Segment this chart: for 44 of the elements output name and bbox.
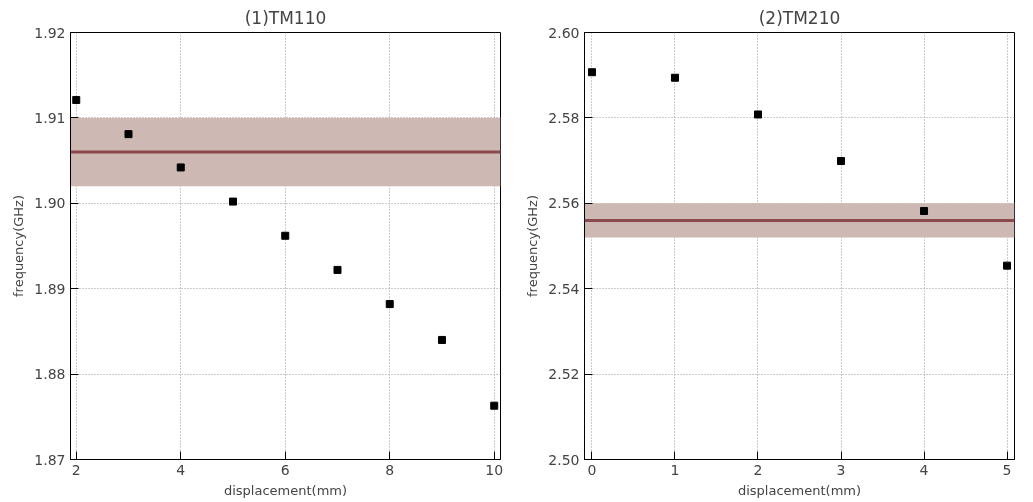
chart-title: (2)TM210	[758, 7, 841, 28]
point	[920, 206, 929, 215]
point	[753, 110, 762, 119]
x-tick-label: 4	[919, 461, 929, 478]
point	[228, 197, 237, 206]
y-tick-label: 2.54	[548, 280, 580, 297]
point	[176, 163, 185, 172]
y-tick-label: 1.91	[34, 109, 66, 126]
x-tick-label: 4	[176, 461, 186, 478]
point	[587, 68, 596, 77]
point	[281, 231, 290, 240]
chart-title: (1)TM110	[244, 7, 327, 28]
point	[333, 265, 342, 274]
point	[72, 95, 81, 104]
y-tick-label: 2.56	[548, 195, 580, 212]
point	[1003, 261, 1012, 270]
x-tick-label: 2	[71, 461, 81, 478]
y-tick-label: 1.90	[34, 195, 66, 212]
point	[437, 335, 446, 344]
point	[670, 73, 679, 82]
y-tick-label: 2.52	[548, 366, 580, 383]
y-tick-label: 2.58	[548, 109, 580, 126]
x-tick-label: 5	[1002, 461, 1012, 478]
point	[385, 300, 394, 309]
point	[490, 401, 499, 410]
x-tick-label: 6	[280, 461, 290, 478]
y-tick-label: 2.50	[548, 451, 580, 468]
x-axis-title: displacement(mm)	[737, 482, 862, 498]
y-tick-label: 1.88	[34, 366, 66, 383]
y-tick-label: 1.87	[34, 451, 66, 468]
x-tick-label: 0	[587, 461, 597, 478]
y-tick-label: 1.89	[34, 280, 66, 297]
x-tick-label: 10	[485, 461, 504, 478]
point	[124, 130, 133, 139]
y-axis-title: frequency(GHz)	[525, 194, 541, 298]
x-tick-label: 3	[836, 461, 846, 478]
x-tick-label: 2	[753, 461, 763, 478]
x-tick-label: 1	[670, 461, 680, 478]
y-tick-label: 1.92	[34, 24, 66, 41]
point	[837, 157, 846, 166]
x-tick-label: 8	[385, 461, 395, 478]
y-axis-title: frequency(GHz)	[11, 194, 27, 298]
y-tick-label: 2.60	[548, 24, 580, 41]
x-axis-title: displacement(mm)	[223, 482, 348, 498]
